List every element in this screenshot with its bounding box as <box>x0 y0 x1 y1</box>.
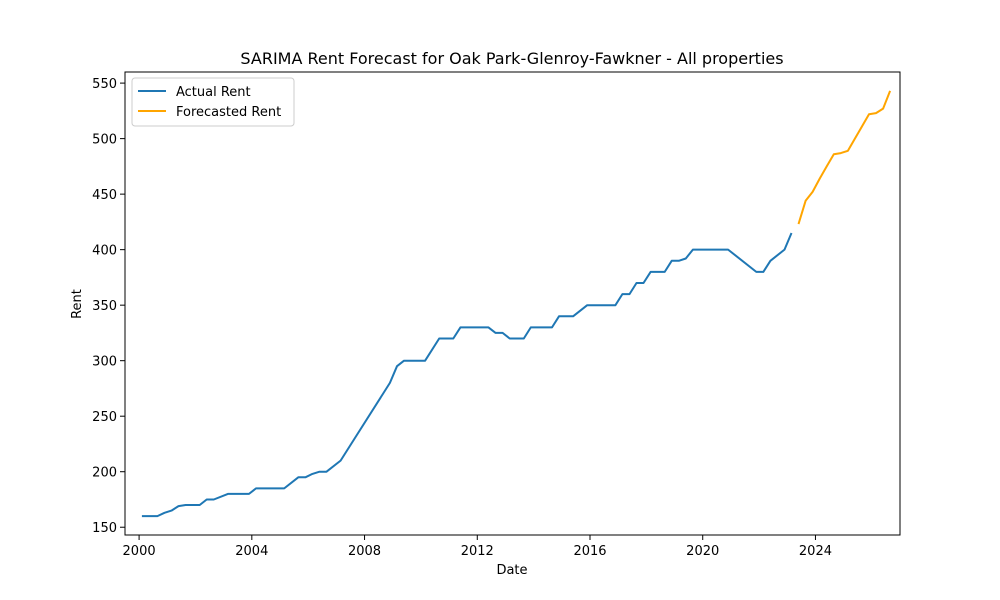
y-tick-label: 550 <box>92 77 117 92</box>
x-tick-label: 2020 <box>686 544 719 559</box>
y-axis: 150 200 250 300 350 400 450 500 550 <box>92 77 125 536</box>
x-axis: 2000 2004 2008 2012 2016 2020 2024 <box>123 535 832 559</box>
axes-frame <box>124 71 901 536</box>
y-tick-label: 250 <box>92 410 117 425</box>
x-tick-label: 2004 <box>235 544 268 559</box>
x-tick-label: 2012 <box>461 544 494 559</box>
y-axis-title: Rent <box>70 289 85 319</box>
legend-label-actual-rent: Actual Rent <box>176 85 251 100</box>
x-tick-label: 2008 <box>348 544 381 559</box>
x-tick-label: 2016 <box>573 544 606 559</box>
y-tick-label: 150 <box>92 521 117 536</box>
legend-label-forecasted-rent: Forecasted Rent <box>176 105 281 120</box>
y-tick-label: 200 <box>92 466 117 481</box>
series-line-forecasted-rent <box>797 90 892 225</box>
y-tick-label: 500 <box>92 133 117 148</box>
legend: Actual Rent Forecasted Rent <box>131 77 295 127</box>
series-lines <box>141 90 892 518</box>
x-axis-title: Date <box>496 563 527 578</box>
y-tick-label: 400 <box>92 244 117 259</box>
series-line-actual-rent <box>141 232 793 518</box>
legend-box <box>131 77 295 127</box>
x-tick-label: 2024 <box>799 544 832 559</box>
plot-area <box>124 71 901 536</box>
x-tick-label: 2000 <box>123 544 156 559</box>
y-tick-label: 350 <box>92 299 117 314</box>
y-tick-label: 450 <box>92 188 117 203</box>
y-tick-label: 300 <box>92 355 117 370</box>
chart-title: SARIMA Rent Forecast for Oak Park-Glenro… <box>240 49 783 68</box>
